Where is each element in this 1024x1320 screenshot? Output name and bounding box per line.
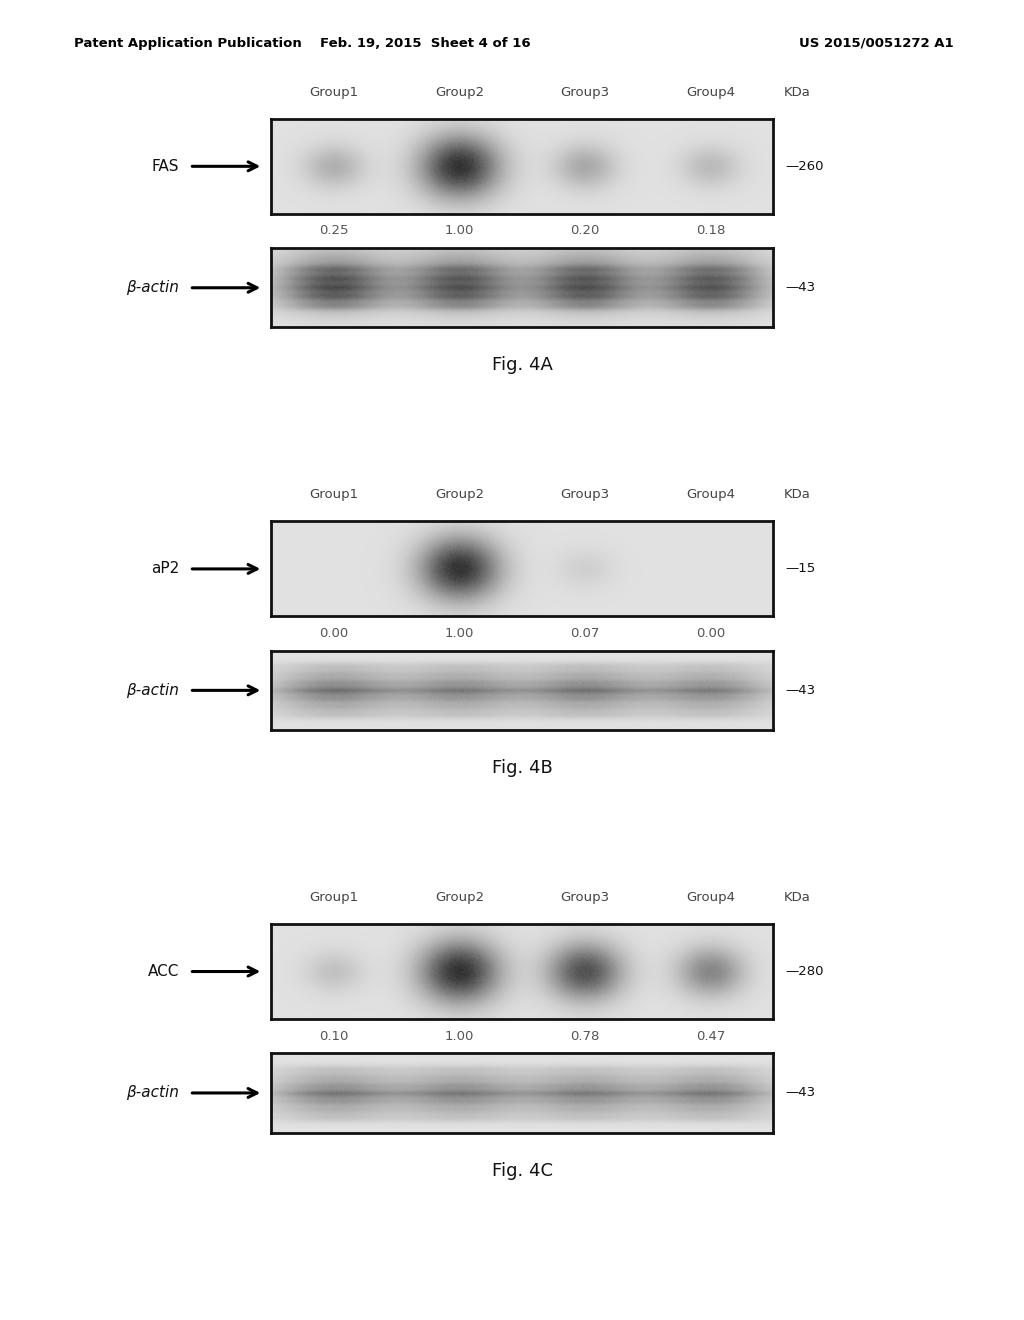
Text: 0.25: 0.25 (319, 224, 349, 238)
Text: Fig. 4A: Fig. 4A (492, 356, 553, 375)
Text: 0.00: 0.00 (319, 627, 349, 640)
Text: KDa: KDa (783, 891, 810, 904)
Text: Fig. 4C: Fig. 4C (492, 1162, 553, 1180)
Text: —43: —43 (785, 281, 815, 294)
Text: KDa: KDa (783, 488, 810, 502)
Text: ACC: ACC (147, 964, 179, 979)
Text: FAS: FAS (152, 158, 179, 174)
Text: Group1: Group1 (309, 86, 358, 99)
Text: Group2: Group2 (435, 488, 484, 502)
Text: 0.20: 0.20 (570, 224, 600, 238)
Text: —260: —260 (785, 160, 824, 173)
Text: Feb. 19, 2015  Sheet 4 of 16: Feb. 19, 2015 Sheet 4 of 16 (319, 37, 530, 50)
Text: Group2: Group2 (435, 891, 484, 904)
Text: Fig. 4B: Fig. 4B (492, 759, 553, 777)
Text: Group4: Group4 (686, 891, 735, 904)
Text: Group3: Group3 (560, 86, 609, 99)
Text: 0.07: 0.07 (570, 627, 600, 640)
Text: 1.00: 1.00 (444, 1030, 474, 1043)
Text: Group1: Group1 (309, 891, 358, 904)
Text: Group2: Group2 (435, 86, 484, 99)
Text: Group3: Group3 (560, 488, 609, 502)
Text: 0.10: 0.10 (319, 1030, 349, 1043)
Text: KDa: KDa (783, 86, 810, 99)
Text: Group3: Group3 (560, 891, 609, 904)
Text: 0.47: 0.47 (695, 1030, 725, 1043)
Text: β-actin: β-actin (126, 682, 179, 698)
Text: US 2015/0051272 A1: US 2015/0051272 A1 (799, 37, 953, 50)
Text: —43: —43 (785, 1086, 815, 1100)
Text: aP2: aP2 (151, 561, 179, 577)
Text: 0.78: 0.78 (570, 1030, 600, 1043)
Text: Group4: Group4 (686, 86, 735, 99)
Text: 1.00: 1.00 (444, 224, 474, 238)
Text: 0.18: 0.18 (695, 224, 725, 238)
Text: —15: —15 (785, 562, 816, 576)
Text: Group1: Group1 (309, 488, 358, 502)
Text: 1.00: 1.00 (444, 627, 474, 640)
Text: 0.00: 0.00 (695, 627, 725, 640)
Text: β-actin: β-actin (126, 280, 179, 296)
Text: Group4: Group4 (686, 488, 735, 502)
Text: Patent Application Publication: Patent Application Publication (74, 37, 301, 50)
Text: —43: —43 (785, 684, 815, 697)
Text: β-actin: β-actin (126, 1085, 179, 1101)
Text: —280: —280 (785, 965, 824, 978)
